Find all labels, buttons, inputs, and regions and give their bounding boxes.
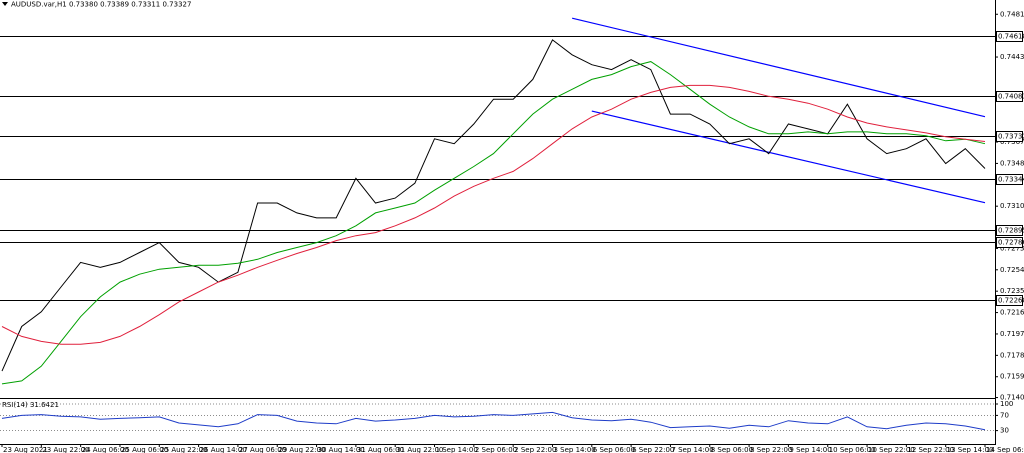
x-tick-label: 8 Sep 22:00 bbox=[750, 446, 792, 453]
y-tick-label: 0.73675 bbox=[1000, 138, 1024, 146]
x-tick-label: 30 Aug 14:00 bbox=[318, 446, 365, 453]
level-label: 0.72268 bbox=[998, 297, 1024, 305]
x-tick-label: 6 Sep 06:00 bbox=[593, 446, 635, 453]
x-tick-label: 8 Sep 06:00 bbox=[711, 446, 753, 453]
level-label: 0.72786 bbox=[998, 239, 1024, 247]
x-tick-label: 24 Aug 06:00 bbox=[82, 446, 129, 453]
x-tick-label: 13 Sep 14:00 bbox=[947, 446, 994, 453]
x-tick-label: 31 Aug 06:00 bbox=[357, 446, 404, 453]
chart-title: AUDUSD.var,H1 0.73380 0.73389 0.73311 0.… bbox=[11, 1, 191, 9]
x-tick-label: 7 Sep 14:00 bbox=[671, 446, 713, 453]
rsi-title: RSI(14) 31.6421 bbox=[2, 401, 59, 409]
x-tick-label: 3 Sep 14:00 bbox=[553, 446, 595, 453]
x-tick-label: 27 Aug 06:00 bbox=[239, 446, 286, 453]
x-tick-label: 14 Sep 06:00 bbox=[986, 446, 1024, 453]
x-tick-label: 25 Aug 22:00 bbox=[160, 446, 207, 453]
x-tick-label: 23 Aug 2021 bbox=[3, 446, 48, 453]
level-box bbox=[996, 237, 1023, 248]
menu-triangle bbox=[2, 2, 8, 6]
y-tick-label: 0.73485 bbox=[1000, 159, 1024, 167]
level-label: 0.74618 bbox=[998, 33, 1024, 41]
level-box bbox=[996, 295, 1023, 306]
level-box bbox=[996, 31, 1023, 42]
series-line bbox=[1, 84, 986, 345]
y-tick-label: 0.71405 bbox=[1000, 394, 1024, 402]
level-label: 0.73732 bbox=[998, 133, 1024, 141]
x-tick-label: 10 Sep 22:00 bbox=[868, 446, 915, 453]
x-tick-label: 31 Aug 22:00 bbox=[396, 446, 443, 453]
level-box bbox=[996, 174, 1023, 185]
x-tick-label: 29 Aug 22:00 bbox=[278, 446, 325, 453]
level-box bbox=[996, 131, 1023, 142]
y-tick-label: 30 bbox=[1000, 427, 1009, 435]
level-label: 0.74083 bbox=[998, 93, 1024, 101]
y-tick-label: 0.73105 bbox=[1000, 202, 1024, 210]
series-line bbox=[1, 61, 986, 385]
level-label: 0.73344 bbox=[998, 176, 1024, 184]
y-tick-label: 70 bbox=[1000, 411, 1009, 419]
x-tick-label: 6 Sep 22:00 bbox=[632, 446, 674, 453]
x-tick-label: 10 Sep 06:00 bbox=[829, 446, 876, 453]
x-tick-label: 1 Sep 14:00 bbox=[436, 446, 478, 453]
level-box bbox=[996, 225, 1023, 236]
series-line bbox=[1, 39, 986, 372]
x-tick-label: 12 Sep 22:00 bbox=[907, 446, 954, 453]
series-line bbox=[1, 411, 986, 431]
x-tick-label: 25 Aug 06:00 bbox=[121, 446, 168, 453]
x-tick-label: 9 Sep 14:00 bbox=[789, 446, 831, 453]
y-tick-label: 100 bbox=[1000, 400, 1013, 408]
level-box bbox=[996, 91, 1023, 102]
x-tick-label: 2 Sep 06:00 bbox=[475, 446, 517, 453]
x-tick-label: 26 Aug 14:00 bbox=[200, 446, 247, 453]
level-label: 0.72895 bbox=[998, 227, 1024, 235]
trend-line bbox=[591, 110, 986, 204]
trend-line bbox=[572, 17, 986, 118]
x-tick-label: 23 Aug 22:00 bbox=[42, 446, 89, 453]
x-tick-label: 2 Sep 22:00 bbox=[514, 446, 556, 453]
